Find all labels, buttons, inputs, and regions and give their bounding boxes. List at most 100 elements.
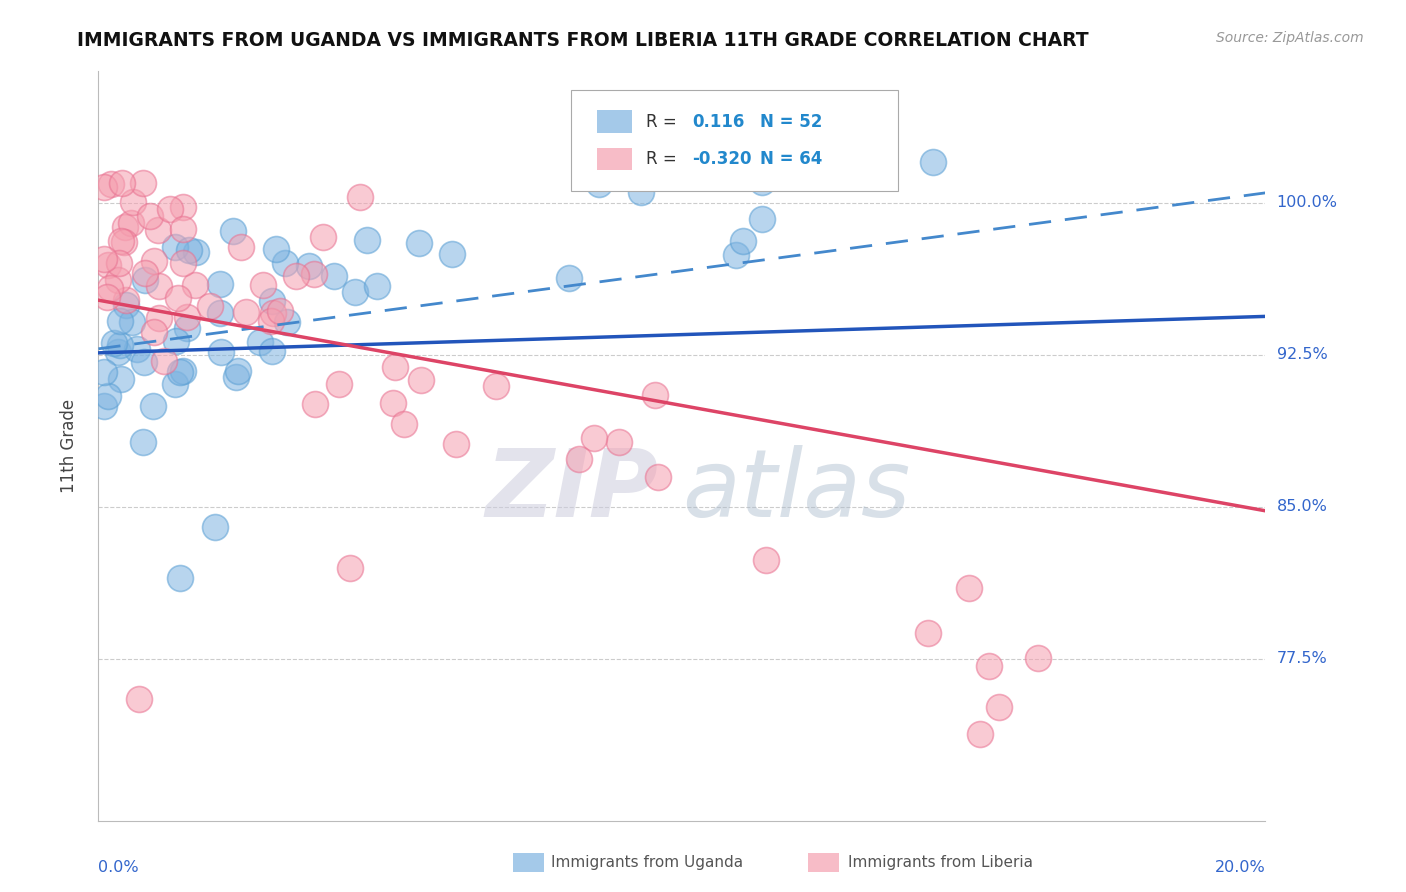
Point (100, 177, 122, 191)
Point (260, 344, 283, 359)
Point (184, 245, 207, 260)
Point (1026, 650, 1049, 665)
Point (249, 335, 271, 350)
Point (108, 256, 131, 270)
Point (276, 315, 298, 329)
Text: 77.5%: 77.5% (1277, 651, 1327, 666)
Text: IMMIGRANTS FROM UGANDA VS IMMIGRANTS FROM LIBERIA 11TH GRADE CORRELATION CHART: IMMIGRANTS FROM UGANDA VS IMMIGRANTS FRO… (77, 31, 1090, 50)
Point (260, 314, 283, 328)
Point (485, 379, 508, 393)
Point (988, 700, 1011, 714)
Point (176, 321, 198, 335)
Point (179, 243, 201, 257)
Point (110, 372, 132, 386)
Text: N = 52: N = 52 (761, 112, 823, 130)
Point (204, 520, 226, 534)
Point (122, 194, 145, 209)
Point (108, 314, 131, 328)
Point (208, 277, 231, 292)
Point (356, 233, 378, 247)
Point (108, 338, 131, 352)
Point (582, 431, 605, 445)
FancyBboxPatch shape (596, 111, 631, 133)
Text: N = 64: N = 64 (761, 150, 823, 168)
Point (169, 364, 191, 378)
Point (93, 252, 115, 267)
Point (922, 155, 945, 169)
Point (394, 417, 416, 431)
Point (269, 303, 291, 318)
Point (134, 266, 156, 280)
Point (235, 305, 257, 319)
Point (446, 437, 468, 451)
Point (328, 377, 350, 392)
Point (112, 235, 135, 249)
Point (125, 343, 148, 357)
Text: 85.0%: 85.0% (1277, 500, 1327, 515)
Text: 0.0%: 0.0% (98, 860, 139, 874)
Point (273, 255, 295, 269)
Point (264, 242, 287, 256)
Point (148, 279, 170, 293)
Point (172, 364, 194, 378)
Point (131, 176, 153, 190)
Point (724, 248, 747, 262)
Point (733, 234, 755, 248)
Point (159, 202, 181, 216)
Point (411, 373, 433, 387)
Point (176, 310, 198, 324)
Point (285, 269, 308, 284)
Point (163, 376, 186, 391)
Point (172, 256, 194, 270)
Point (93, 180, 115, 194)
Point (226, 364, 249, 378)
Point (93, 399, 115, 413)
Point (751, 211, 773, 226)
Point (755, 553, 778, 567)
Point (408, 236, 430, 251)
Point (644, 388, 666, 402)
Text: Source: ZipAtlas.com: Source: ZipAtlas.com (1216, 31, 1364, 45)
Point (322, 268, 344, 283)
Point (917, 625, 939, 640)
Point (349, 190, 371, 204)
Point (111, 176, 134, 190)
Point (440, 247, 463, 261)
Point (298, 259, 321, 273)
Point (260, 293, 283, 308)
Point (110, 234, 132, 248)
Point (208, 306, 231, 320)
Point (97, 389, 120, 403)
Point (630, 185, 652, 199)
Text: R =: R = (645, 150, 682, 168)
Text: Immigrants from Liberia: Immigrants from Liberia (848, 855, 1033, 870)
Text: 100.0%: 100.0% (1277, 195, 1337, 211)
Text: atlas: atlas (682, 445, 910, 536)
Point (366, 278, 388, 293)
Point (344, 285, 367, 299)
Point (131, 435, 153, 450)
Text: ZIP: ZIP (485, 445, 658, 537)
Point (979, 658, 1001, 673)
Point (339, 560, 361, 574)
Point (132, 355, 155, 369)
Point (115, 293, 138, 307)
Point (225, 370, 247, 384)
Point (103, 335, 125, 350)
Point (969, 727, 991, 741)
Point (121, 315, 143, 329)
Text: 92.5%: 92.5% (1277, 347, 1327, 362)
Point (165, 334, 187, 348)
Point (231, 240, 253, 254)
Point (957, 581, 980, 595)
Point (209, 344, 232, 359)
Point (93, 365, 115, 379)
Point (142, 399, 165, 413)
Text: R =: R = (645, 112, 682, 130)
Point (107, 273, 129, 287)
FancyBboxPatch shape (596, 148, 631, 170)
Point (98, 281, 121, 295)
Y-axis label: 11th Grade: 11th Grade (59, 399, 77, 493)
Point (381, 396, 404, 410)
Text: Immigrants from Uganda: Immigrants from Uganda (551, 855, 744, 870)
